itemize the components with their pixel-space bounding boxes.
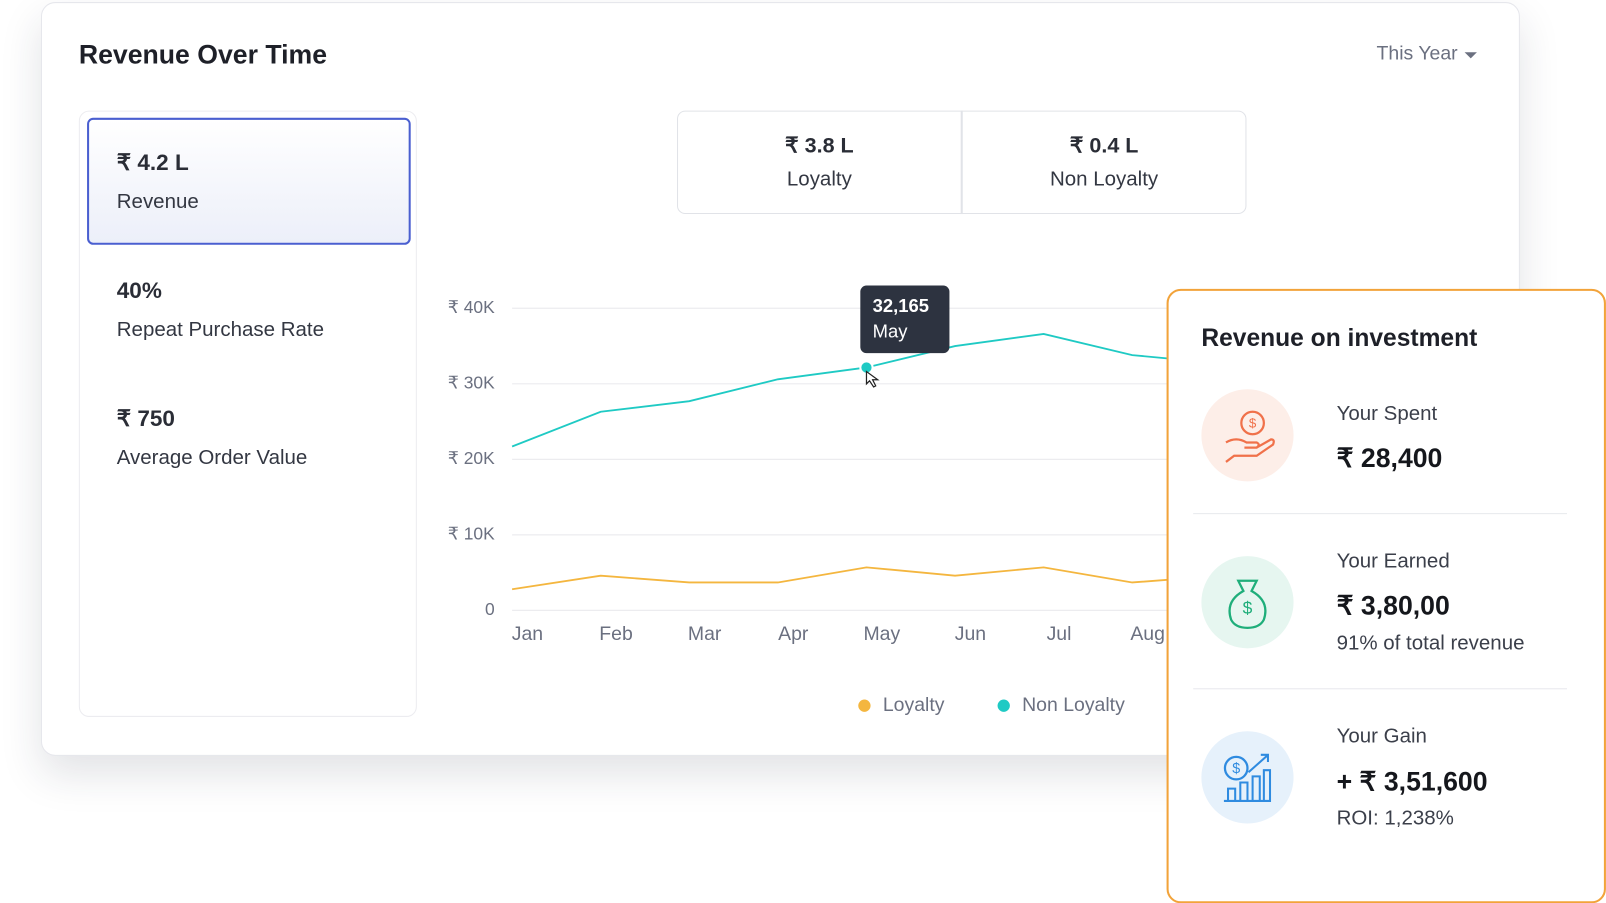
metric-selected[interactable] (87, 117, 411, 245)
split-value: ₹ 3.8 L (785, 134, 854, 158)
split-label: Loyalty (786, 167, 852, 191)
x-tick-label: Apr (778, 623, 809, 645)
y-tick-label: ₹ 10K (448, 523, 495, 543)
legend-dot (997, 699, 1010, 712)
tooltip-box (860, 285, 950, 354)
caret (1464, 52, 1477, 59)
tooltip-category: May (873, 321, 909, 342)
svg-text:$: $ (1249, 416, 1257, 431)
roi-value: ₹ 3,80,00 (1336, 589, 1450, 621)
split-label: Non Loyalty (1049, 167, 1159, 191)
svg-text:$: $ (1232, 761, 1240, 777)
y-tick-label: ₹ 40K (448, 297, 495, 317)
x-tick-label: Jan (512, 623, 543, 645)
metric-label: Average Order Value (116, 446, 308, 470)
metrics-panel (78, 110, 417, 717)
icon-graphic: $ (1223, 753, 1272, 802)
metric-value: ₹ 4.2 L (116, 149, 189, 176)
y-tick-label: ₹ 20K (448, 448, 495, 468)
metric-label: Revenue (116, 190, 199, 214)
y-tick-label: ₹ 30K (448, 372, 495, 392)
tooltip-value: 32,165 (873, 295, 929, 316)
x-tick-label: Jun (955, 623, 986, 645)
roi-label: Your Spent (1336, 402, 1438, 426)
y-tick-label: 0 (485, 599, 495, 619)
svg-text:$: $ (1243, 598, 1253, 618)
series-line (511, 566, 1221, 591)
tooltip: 32,165 May (860, 285, 950, 354)
title: Revenue Over Time (78, 38, 328, 70)
split-value: ₹ 0.4 L (1069, 134, 1139, 158)
icon-graphic: $ (1225, 410, 1275, 463)
roi-label: Your Gain (1336, 725, 1427, 748)
roi-title: Revenue on investment (1201, 324, 1478, 353)
icon-graphic: $ (1228, 579, 1267, 629)
period-select[interactable]: This Year (1377, 43, 1478, 66)
legend-dot (858, 699, 871, 712)
x-tick-label: Feb (599, 623, 632, 645)
x-tick-label: Mar (688, 623, 722, 645)
legend-label: Non Loyalty (1022, 694, 1125, 716)
metric-label: Repeat Purchase Rate (116, 318, 324, 342)
metric-value[interactable]: ₹ 750 (116, 405, 175, 432)
spent-icon: $ (1201, 389, 1294, 482)
gain-icon: $ (1201, 731, 1294, 824)
earned-icon: $ (1201, 556, 1294, 649)
x-tick-label: May (863, 623, 900, 645)
roi-value: ₹ 28,400 (1336, 442, 1443, 474)
roi-divider (1193, 513, 1568, 515)
x-tick-label: Jul (1047, 623, 1072, 645)
roi-divider (1193, 688, 1568, 690)
roi-note: ROI: 1,238% (1336, 807, 1454, 830)
legend-label: Loyalty (883, 694, 945, 716)
roi-label: Your Earned (1336, 549, 1450, 573)
period-label: This Year (1376, 43, 1458, 65)
cursor (865, 370, 880, 388)
metric-value[interactable]: 40% (116, 277, 162, 304)
roi-value: + ₹ 3,51,600 (1336, 766, 1488, 797)
split-divider (960, 110, 963, 215)
roi-note: 91% of total revenue (1336, 631, 1525, 655)
x-tick-label: Aug (1130, 623, 1165, 645)
